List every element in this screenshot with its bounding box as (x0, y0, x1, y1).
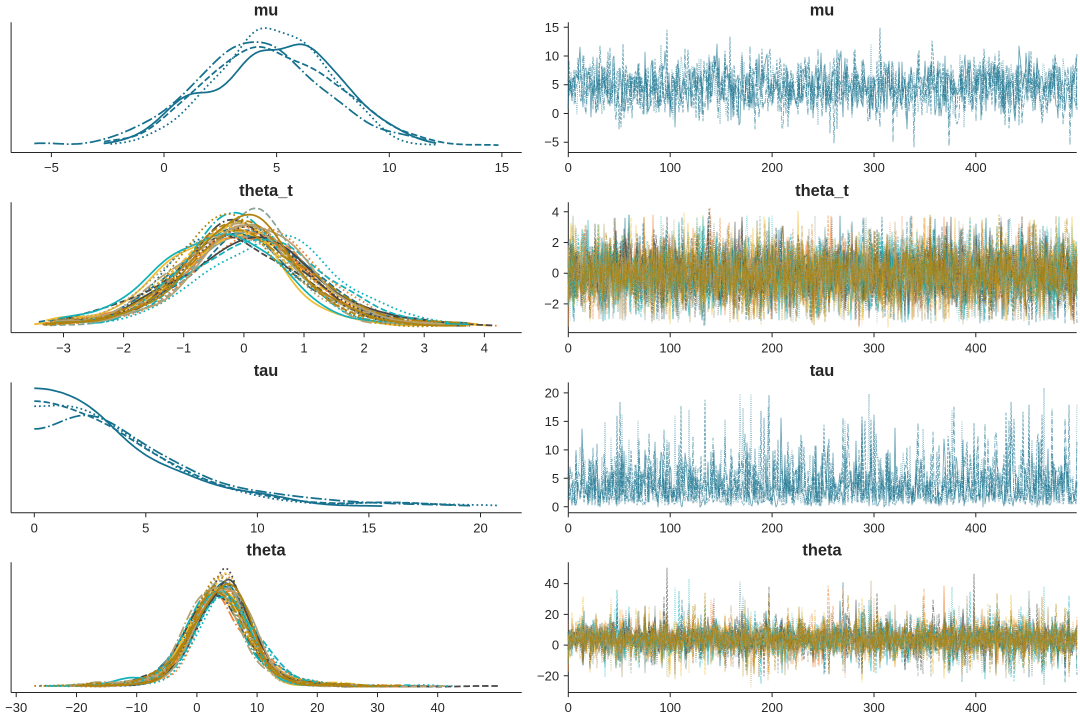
svg-text:theta: theta (802, 542, 842, 560)
svg-text:15: 15 (362, 520, 376, 535)
svg-text:−10: −10 (126, 700, 148, 715)
svg-text:0: 0 (565, 700, 572, 715)
svg-text:4: 4 (481, 340, 488, 355)
svg-text:0: 0 (565, 520, 572, 535)
svg-text:0: 0 (240, 340, 247, 355)
svg-text:−20: −20 (537, 668, 559, 683)
svg-text:15: 15 (495, 160, 509, 175)
svg-text:−5: −5 (44, 160, 59, 175)
svg-text:15: 15 (545, 414, 559, 429)
svg-text:400: 400 (965, 520, 987, 535)
svg-text:0: 0 (565, 340, 572, 355)
svg-text:0: 0 (160, 160, 167, 175)
svg-text:300: 300 (863, 160, 885, 175)
svg-text:5: 5 (552, 77, 559, 92)
svg-text:20: 20 (310, 700, 324, 715)
svg-text:300: 300 (863, 520, 885, 535)
svg-text:10: 10 (545, 442, 559, 457)
svg-text:200: 200 (761, 340, 783, 355)
svg-text:400: 400 (965, 160, 987, 175)
svg-text:−2: −2 (116, 340, 131, 355)
svg-text:2: 2 (360, 340, 367, 355)
svg-text:200: 200 (761, 520, 783, 535)
svg-text:400: 400 (965, 340, 987, 355)
svg-text:40: 40 (430, 700, 444, 715)
svg-text:theta: theta (246, 542, 286, 560)
svg-text:0: 0 (31, 520, 38, 535)
svg-text:1: 1 (300, 340, 307, 355)
svg-text:300: 300 (863, 340, 885, 355)
svg-text:mu: mu (810, 2, 835, 20)
svg-text:2: 2 (552, 235, 559, 250)
svg-text:100: 100 (659, 160, 681, 175)
svg-text:0: 0 (193, 700, 200, 715)
svg-text:0: 0 (552, 106, 559, 121)
svg-text:10: 10 (382, 160, 396, 175)
svg-text:−30: −30 (5, 700, 27, 715)
svg-text:−1: −1 (176, 340, 191, 355)
svg-text:300: 300 (863, 700, 885, 715)
svg-text:100: 100 (659, 520, 681, 535)
svg-text:5: 5 (273, 160, 280, 175)
svg-text:−20: −20 (65, 700, 87, 715)
svg-text:−2: −2 (544, 296, 559, 311)
svg-text:15: 15 (545, 20, 559, 35)
svg-text:5: 5 (552, 471, 559, 486)
svg-text:theta_t: theta_t (239, 182, 293, 200)
svg-text:10: 10 (250, 520, 264, 535)
svg-text:20: 20 (545, 385, 559, 400)
svg-text:40: 40 (545, 576, 559, 591)
svg-text:−5: −5 (544, 135, 559, 150)
svg-text:tau: tau (254, 362, 279, 380)
svg-text:200: 200 (761, 160, 783, 175)
svg-text:0: 0 (552, 266, 559, 281)
svg-text:3: 3 (421, 340, 428, 355)
svg-text:−3: −3 (56, 340, 71, 355)
svg-text:4: 4 (552, 204, 559, 219)
svg-text:10: 10 (250, 700, 264, 715)
svg-text:0: 0 (565, 160, 572, 175)
svg-text:400: 400 (965, 700, 987, 715)
svg-text:5: 5 (142, 520, 149, 535)
svg-text:20: 20 (473, 520, 487, 535)
svg-text:10: 10 (545, 49, 559, 64)
svg-text:200: 200 (761, 700, 783, 715)
svg-text:0: 0 (552, 638, 559, 653)
svg-text:100: 100 (659, 340, 681, 355)
svg-text:30: 30 (370, 700, 384, 715)
svg-text:theta_t: theta_t (795, 182, 849, 200)
svg-text:0: 0 (552, 499, 559, 514)
svg-text:100: 100 (659, 700, 681, 715)
svg-text:tau: tau (810, 362, 835, 380)
svg-text:mu: mu (254, 2, 279, 20)
svg-text:20: 20 (545, 607, 559, 622)
